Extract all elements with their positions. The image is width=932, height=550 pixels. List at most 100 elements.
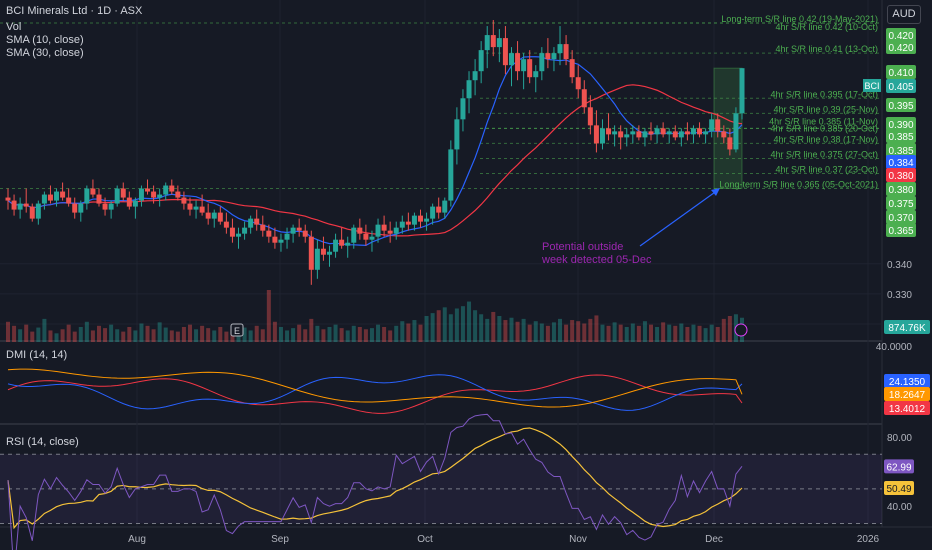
- candle-body: [66, 197, 72, 204]
- sr-line-label: 4hr S/R line 0.37 (23-Oct): [775, 164, 878, 174]
- candle-body: [721, 131, 727, 138]
- candle-body: [727, 137, 733, 150]
- candle-body: [502, 38, 508, 66]
- volume-bar: [206, 328, 211, 342]
- volume-bar: [442, 307, 447, 342]
- volume-bar: [382, 326, 387, 342]
- candle-body: [157, 194, 163, 198]
- price-badge: [886, 210, 916, 224]
- price-badge-value: 0.395: [888, 101, 913, 112]
- volume-bar: [709, 324, 714, 342]
- candle-body: [375, 224, 381, 237]
- sr-line-label: 4hr S/R line 0.385 (11-Nov): [769, 116, 878, 126]
- volume-bar: [181, 326, 186, 342]
- price-badge: [886, 65, 916, 79]
- price-badge-value: 0.405: [888, 82, 913, 93]
- candle-body: [302, 230, 308, 237]
- annotation-arrowhead: [711, 188, 720, 196]
- candle-body: [54, 191, 60, 201]
- currency-button[interactable]: AUD: [887, 5, 921, 24]
- candle-body: [187, 203, 193, 210]
- volume-bar: [727, 316, 732, 342]
- candle-body: [545, 53, 551, 60]
- candle-body: [448, 149, 454, 201]
- volume-bar: [624, 326, 629, 342]
- legend-sma10[interactable]: SMA (10, close): [6, 34, 84, 46]
- y-tick-label: 0.330: [887, 290, 912, 301]
- legend-sma30[interactable]: SMA (30, close): [6, 47, 84, 59]
- candle-body: [508, 53, 514, 66]
- volume-bar: [521, 318, 526, 342]
- candle-body: [169, 185, 175, 192]
- dmi-badge-value: 18.2647: [889, 390, 926, 401]
- volume-bar: [303, 329, 308, 342]
- price-tag-label: BCI: [864, 81, 879, 91]
- legend-vol[interactable]: Vol: [6, 21, 22, 33]
- volume-bar: [175, 331, 180, 342]
- candle-body: [399, 221, 405, 228]
- candle-body: [308, 236, 314, 270]
- candle-body: [357, 227, 363, 234]
- candle-body: [666, 131, 672, 135]
- candle-body: [478, 50, 484, 72]
- candle-body: [697, 128, 703, 135]
- volume-bar: [539, 323, 544, 342]
- candle-body: [551, 53, 557, 60]
- legend-rsi[interactable]: RSI (14, close): [6, 436, 79, 448]
- candle-body: [363, 233, 369, 240]
- candle-body: [108, 203, 114, 210]
- volume-bar: [558, 318, 563, 342]
- volume-bar: [527, 324, 532, 342]
- price-badge: [886, 155, 916, 169]
- volume-bar: [460, 306, 465, 342]
- candle-body: [454, 119, 460, 150]
- volume-bar: [533, 321, 538, 342]
- volume-bar: [327, 326, 332, 342]
- x-tick-label: Sep: [271, 534, 289, 545]
- volume-bar: [272, 321, 277, 342]
- dmi-badge: [884, 374, 930, 388]
- candle-body: [587, 107, 593, 126]
- candle-body: [102, 203, 108, 210]
- volume-bar: [151, 329, 156, 342]
- candle-body: [114, 188, 120, 204]
- earnings-marker: [230, 323, 244, 337]
- volume-bar: [691, 324, 696, 342]
- volume-bar: [121, 331, 126, 342]
- candle-body: [296, 227, 302, 231]
- rsi-badge-value: 62.99: [886, 462, 911, 473]
- price-badge: [886, 143, 916, 157]
- candle-body: [539, 53, 545, 72]
- volume-bar: [72, 331, 77, 342]
- volume-bar: [363, 329, 368, 342]
- volume-bar: [642, 321, 647, 342]
- volume-bar: [224, 331, 229, 342]
- volume-bar: [661, 322, 666, 342]
- volume-bar: [412, 320, 417, 342]
- volume-bar: [78, 326, 83, 342]
- candle-body: [126, 197, 132, 207]
- candle-body: [678, 131, 684, 138]
- volume-bar: [503, 320, 508, 342]
- legend-dmi[interactable]: DMI (14, 14): [6, 349, 68, 361]
- volume-bar: [163, 327, 168, 342]
- candle-body: [654, 128, 660, 135]
- y-tick-label: 40.0000: [876, 342, 913, 353]
- volume-bar: [703, 328, 708, 342]
- volume-bar: [497, 316, 502, 342]
- chart-title: BCI Minerals Ltd · 1D · ASX: [6, 5, 143, 17]
- volume-bar: [612, 322, 617, 342]
- dmi-badge-value: 13.4012: [889, 404, 926, 415]
- candle-body: [351, 227, 357, 243]
- candle-body: [733, 113, 739, 150]
- candle-body: [35, 203, 41, 219]
- dmi-badge: [884, 401, 930, 415]
- annotation-text: Potential outside: [542, 241, 623, 253]
- candle-body: [90, 188, 96, 195]
- candle-body: [527, 59, 533, 78]
- volume-bar: [576, 321, 581, 342]
- volume-bar: [721, 318, 726, 342]
- candle-body: [211, 212, 217, 219]
- volume-bar: [594, 315, 599, 342]
